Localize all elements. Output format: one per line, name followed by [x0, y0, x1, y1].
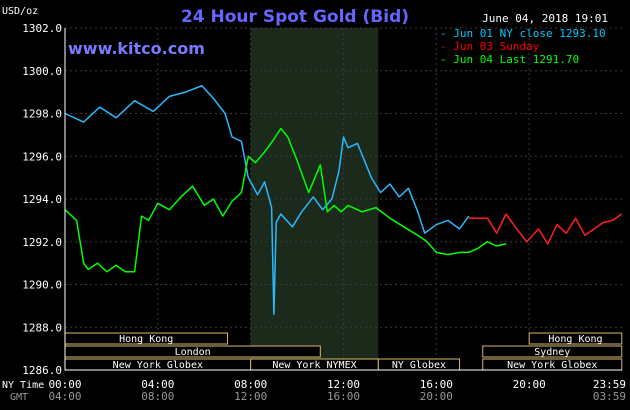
- session-label: New York Globex: [507, 360, 597, 371]
- legend-entry: - Jun 04 Last 1291.70: [440, 53, 579, 66]
- session-label: New York NYMEX: [272, 360, 356, 371]
- y-tick-label: 1292.0: [22, 236, 62, 249]
- x-tick-label-gmt: 16:00: [327, 390, 360, 403]
- session-label: London: [175, 347, 211, 358]
- x-tick-label-gmt: 08:00: [141, 390, 174, 403]
- session-label: Hong Kong: [119, 334, 173, 345]
- y-tick-label: 1290.0: [22, 279, 62, 292]
- legend: - Jun 01 NY close 1293.10- Jun 03 Sunday…: [440, 27, 606, 66]
- session-bar: [528, 332, 623, 345]
- x-tick-label-gmt: 20:00: [420, 390, 453, 403]
- x-tick-label-gmt: 12:00: [234, 390, 267, 403]
- x-tick-label-ny: 23:59: [593, 378, 626, 391]
- session-label: Sydney: [534, 347, 570, 358]
- y-tick-label: 1288.0: [22, 321, 62, 334]
- watermark: www.kitco.com: [68, 39, 205, 58]
- currency-label: USD/oz: [2, 6, 38, 17]
- x-tick-label-ny: 08:00: [234, 378, 267, 391]
- series-line-1: [468, 213, 623, 245]
- session-bar: [482, 345, 623, 358]
- legend-entry: - Jun 01 NY close 1293.10: [440, 27, 606, 40]
- x-tick-label-ny: 16:00: [420, 378, 453, 391]
- y-tick-label: 1300.0: [22, 65, 62, 78]
- chart-title: 24 Hour Spot Gold (Bid): [181, 7, 409, 27]
- session-label: Hong Kong: [548, 334, 602, 345]
- grid-lines: [65, 27, 622, 371]
- gmt-row-label: GMT: [10, 392, 28, 403]
- x-tick-label-ny: 20:00: [513, 378, 546, 391]
- ny-time-row-label: NY Time: [2, 380, 44, 391]
- y-tick-label: 1296.0: [22, 150, 62, 163]
- series-line-2: [64, 127, 507, 273]
- x-tick-label-ny: 00:00: [48, 378, 81, 391]
- y-tick-label: 1294.0: [22, 193, 62, 206]
- legend-entry: - Jun 03 Sunday: [440, 40, 540, 53]
- x-tick-label-gmt: 03:59: [593, 390, 626, 403]
- y-tick-label: 1286.0: [22, 364, 62, 377]
- session-label: New York Globex: [113, 360, 203, 371]
- x-tick-label-gmt: 04:00: [48, 390, 81, 403]
- session-label: NY Globex: [392, 360, 446, 371]
- price-series: [64, 84, 623, 316]
- y-tick-label: 1302.0: [22, 22, 62, 35]
- x-tick-label-ny: 12:00: [327, 378, 360, 391]
- series-line-0: [64, 84, 470, 316]
- x-tick-label-ny: 04:00: [141, 378, 174, 391]
- axes: 1302.0 1300.0 1298.0 1296.0 1294.0 1292.0 1290…: [22, 22, 626, 403]
- timestamp: June 04, 2018 19:01: [482, 12, 608, 25]
- y-tick-label: 1298.0: [22, 108, 62, 121]
